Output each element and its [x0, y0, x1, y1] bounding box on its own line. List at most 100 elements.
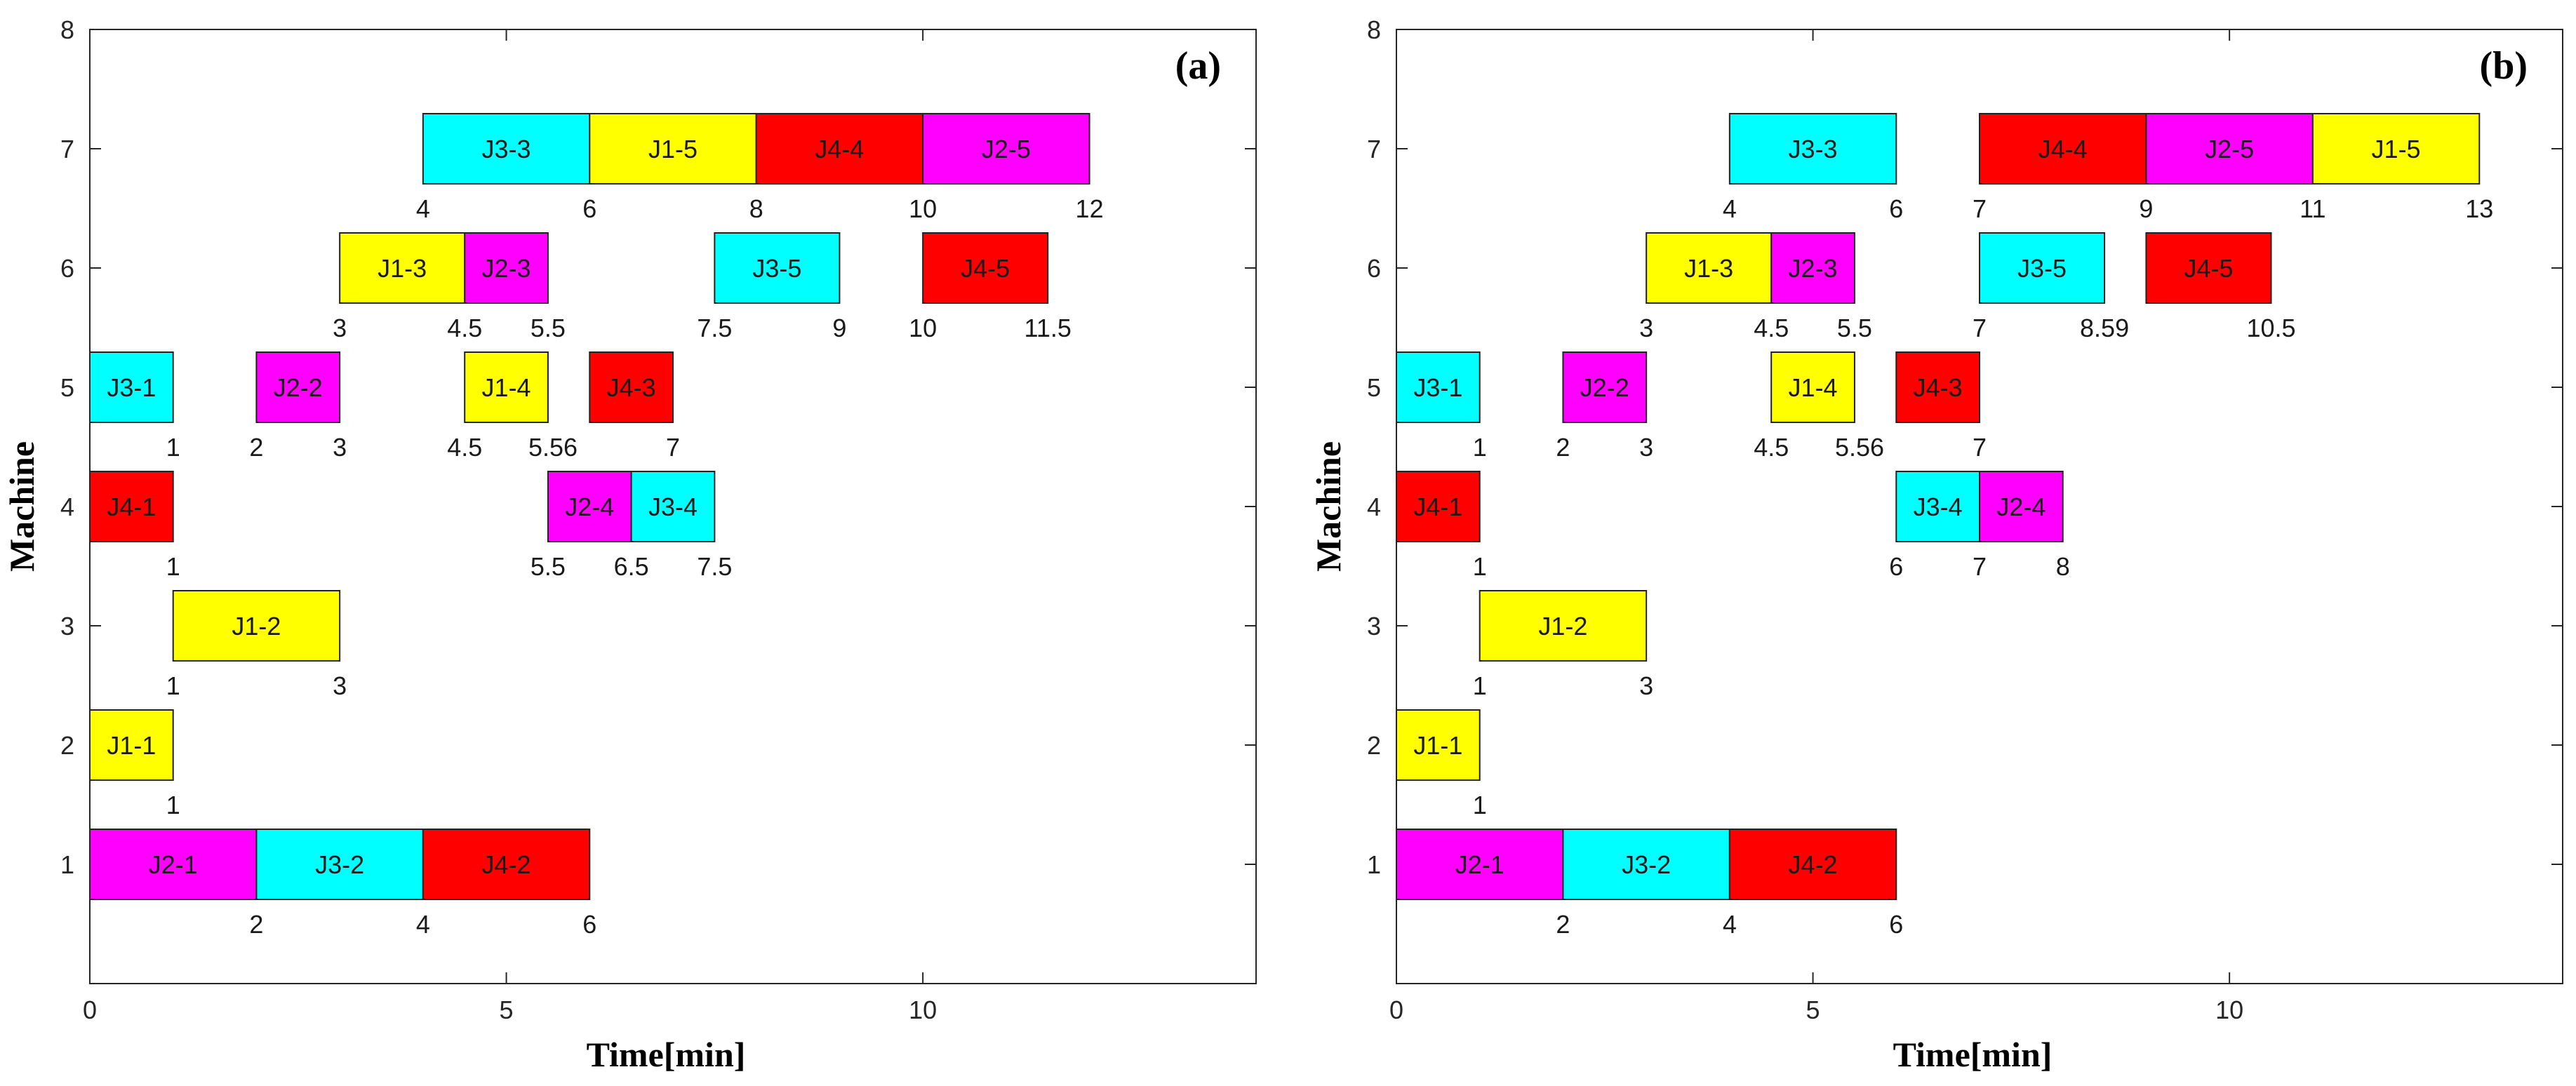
y-tick-label: 1 [1367, 850, 1381, 879]
y-tick-label: 3 [60, 612, 74, 641]
time-label: 4.5 [1754, 314, 1789, 342]
y-tick-label: 6 [1367, 254, 1381, 283]
gantt-bar-label: J1-2 [1538, 612, 1587, 641]
gantt-bar-j1-2 [172, 590, 341, 662]
time-label: 10.5 [2246, 314, 2295, 342]
gantt-bar-j4-3 [1895, 351, 1980, 423]
gantt-bar-label: J4-2 [1789, 850, 1838, 879]
gantt-bar-j2-4 [1979, 471, 2064, 542]
y-tick-label: 6 [60, 254, 74, 283]
panel-label: (b) [2480, 44, 2528, 88]
x-tick-label: 5 [500, 996, 514, 1024]
y-tick-label: 8 [1367, 15, 1381, 44]
time-label: 7 [1973, 552, 1987, 581]
time-label: 5.5 [1837, 314, 1872, 342]
gantt-bar-j3-1 [89, 351, 174, 423]
time-label: 9 [2139, 194, 2153, 223]
x-tick-label: 5 [1806, 996, 1820, 1024]
gantt-bar-j2-2 [1562, 351, 1648, 423]
time-label: 8 [2056, 552, 2070, 581]
gantt-bar-label: J3-1 [107, 373, 156, 402]
gantt-bar-j3-1 [1396, 351, 1481, 423]
time-label: 9 [832, 314, 846, 342]
gantt-bar-j1-4 [1770, 351, 1855, 423]
time-label: 8 [749, 194, 763, 223]
gantt-bar-label: J4-1 [1413, 492, 1462, 521]
gantt-bar-label: J2-3 [1789, 254, 1838, 283]
gantt-bar-j1-5 [2311, 113, 2481, 185]
gantt-bar-label: J3-5 [2017, 254, 2067, 283]
time-label: 6 [1889, 552, 1903, 581]
gantt-bar-label: J2-5 [2205, 135, 2254, 163]
y-tick-label: 8 [60, 15, 74, 44]
x-tick-label: 10 [2215, 996, 2243, 1024]
time-label: 2 [1556, 433, 1570, 462]
time-label: 6.5 [614, 552, 649, 581]
y-tick-label: 4 [1367, 492, 1381, 521]
time-label: 1 [166, 552, 180, 581]
gantt-bar-label: J3-3 [1789, 135, 1838, 163]
time-label: 4 [416, 194, 430, 223]
gantt-bar-label: J2-2 [274, 373, 323, 402]
gantt-bar-j2-2 [255, 351, 341, 423]
time-label: 6 [582, 910, 596, 939]
y-tick-label: 4 [60, 492, 74, 521]
time-label: 3 [1639, 433, 1653, 462]
time-label: 11 [2300, 194, 2325, 223]
gantt-bar-j2-1 [89, 829, 258, 900]
gantt-bar-label: J2-5 [982, 135, 1031, 163]
gantt-bar-j4-5 [922, 232, 1049, 304]
gantt-bar-j3-5 [714, 232, 841, 304]
gantt-bar-label: J2-3 [482, 254, 531, 283]
time-label: 2 [1556, 910, 1570, 939]
gantt-bar-j3-4 [630, 471, 716, 542]
time-label: 5.56 [1835, 433, 1884, 462]
y-tick-label: 5 [1367, 373, 1381, 402]
y-tick-label: 1 [60, 850, 74, 879]
gantt-bar-label: J2-4 [565, 492, 614, 521]
gantt-bar-label: J2-2 [1580, 373, 1629, 402]
y-axis-title: Machine [1309, 441, 1348, 572]
gantt-bar-j1-3 [339, 232, 466, 304]
time-label: 4.5 [1754, 433, 1789, 462]
time-label: 7 [1973, 433, 1987, 462]
gantt-bar-j1-2 [1479, 590, 1648, 662]
y-tick-label: 2 [1367, 731, 1381, 760]
time-label: 13 [2465, 194, 2493, 223]
time-label: 12 [1076, 194, 1104, 223]
time-label: 8.59 [2080, 314, 2129, 342]
gantt-bar-label: J4-5 [961, 254, 1010, 283]
x-tick-label: 10 [909, 996, 937, 1024]
gantt-bar-label: J1-1 [107, 731, 156, 760]
y-tick-label: 5 [60, 373, 74, 402]
time-label: 1 [166, 671, 180, 700]
time-label: 1 [1473, 671, 1487, 700]
time-label: 4 [416, 910, 430, 939]
gantt-bar-label: J1-1 [1413, 731, 1462, 760]
time-label: 7.5 [697, 314, 732, 342]
time-label: 1 [1473, 552, 1487, 581]
gantt-bar-j3-3 [1728, 113, 1897, 185]
gantt-bar-j4-3 [589, 351, 674, 423]
y-tick-label: 7 [60, 135, 74, 163]
time-label: 6 [1889, 194, 1903, 223]
gantt-bar-j2-1 [1396, 829, 1564, 900]
gantt-bar-j4-4 [755, 113, 924, 185]
time-label: 11.5 [1025, 314, 1072, 342]
gantt-bar-label: J2-4 [1996, 492, 2046, 521]
time-label: 1 [166, 433, 180, 462]
gantt-bar-label: J1-5 [648, 135, 698, 163]
x-tick-label: 0 [83, 996, 97, 1024]
gantt-bar-label: J4-3 [607, 373, 656, 402]
y-tick-label: 3 [1367, 612, 1381, 641]
gantt-bar-j2-4 [547, 471, 632, 542]
time-label: 1 [1473, 791, 1487, 819]
gantt-bar-j4-1 [89, 471, 174, 542]
gantt-bar-j4-5 [2145, 232, 2272, 304]
y-axis-title: Machine [2, 441, 41, 572]
y-tick-label: 2 [60, 731, 74, 760]
gantt-bar-j1-4 [464, 351, 549, 423]
time-label: 7.5 [697, 552, 732, 581]
gantt-bar-label: J3-4 [1914, 492, 1963, 521]
time-label: 1 [1473, 433, 1487, 462]
